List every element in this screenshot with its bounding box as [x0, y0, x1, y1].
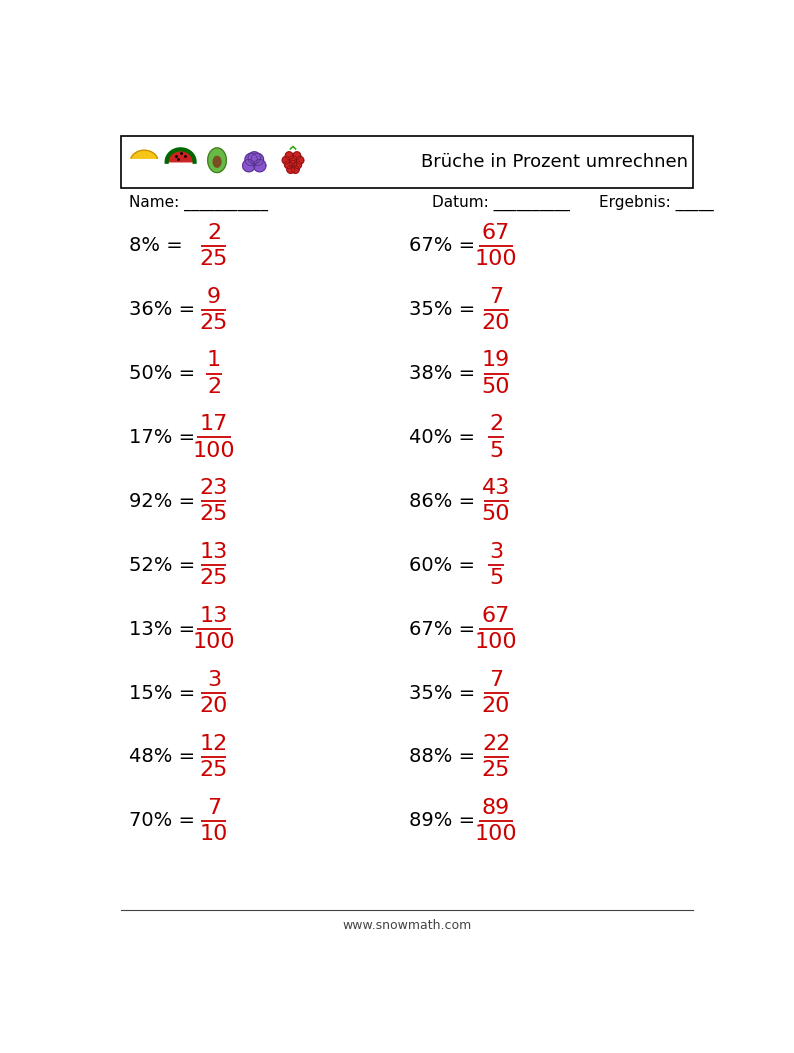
Text: 9: 9 — [207, 286, 221, 306]
Text: 67: 67 — [482, 222, 511, 242]
Text: 38% =: 38% = — [409, 364, 476, 383]
Text: 23: 23 — [200, 478, 228, 498]
Text: 20: 20 — [482, 313, 511, 333]
Text: 60% =: 60% = — [409, 556, 476, 575]
Text: 7: 7 — [489, 670, 503, 690]
Text: 22: 22 — [482, 734, 511, 754]
Text: 25: 25 — [482, 760, 511, 780]
Text: 5: 5 — [489, 440, 503, 460]
Text: 35% =: 35% = — [409, 683, 476, 702]
Text: Name: ___________: Name: ___________ — [129, 195, 268, 212]
Polygon shape — [167, 150, 195, 162]
Text: 43: 43 — [482, 478, 511, 498]
Text: 2: 2 — [207, 222, 221, 242]
Text: 92% =: 92% = — [129, 492, 195, 511]
Polygon shape — [208, 147, 226, 173]
Polygon shape — [248, 152, 260, 164]
Text: 36% =: 36% = — [129, 300, 195, 319]
Text: 50: 50 — [482, 377, 511, 397]
Text: 40% =: 40% = — [409, 428, 476, 446]
Text: 7: 7 — [489, 286, 503, 306]
Polygon shape — [251, 154, 264, 165]
Text: 67% =: 67% = — [409, 236, 476, 255]
Text: 2: 2 — [489, 415, 503, 434]
Text: Brüche in Prozent umrechnen: Brüche in Prozent umrechnen — [422, 153, 688, 171]
Text: 15% =: 15% = — [129, 683, 195, 702]
Text: 52% =: 52% = — [129, 556, 195, 575]
Polygon shape — [213, 157, 221, 167]
Polygon shape — [253, 159, 266, 172]
Text: 20: 20 — [482, 696, 511, 716]
Text: www.snowmath.com: www.snowmath.com — [342, 919, 472, 932]
Text: 3: 3 — [489, 542, 503, 562]
Text: 86% =: 86% = — [409, 492, 476, 511]
Text: 25: 25 — [200, 249, 228, 269]
Text: 25: 25 — [200, 504, 228, 524]
Polygon shape — [291, 165, 299, 174]
Polygon shape — [296, 157, 304, 164]
Polygon shape — [289, 160, 297, 167]
Text: 100: 100 — [475, 824, 518, 845]
Text: Datum: __________: Datum: __________ — [433, 195, 570, 212]
Text: 25: 25 — [200, 313, 228, 333]
Text: 67% =: 67% = — [409, 619, 476, 639]
Text: 1: 1 — [207, 351, 221, 371]
Polygon shape — [131, 151, 157, 158]
Text: 25: 25 — [200, 760, 228, 780]
Polygon shape — [289, 156, 297, 163]
Text: 12: 12 — [200, 734, 228, 754]
Text: 3: 3 — [207, 670, 221, 690]
Text: 50: 50 — [482, 504, 511, 524]
Text: 100: 100 — [475, 632, 518, 652]
Polygon shape — [245, 154, 257, 165]
Text: 20: 20 — [200, 696, 228, 716]
Text: 13: 13 — [200, 542, 228, 562]
Text: 13: 13 — [200, 607, 228, 627]
Text: 19: 19 — [482, 351, 511, 371]
Text: 10: 10 — [200, 824, 228, 845]
Bar — [121, 136, 693, 187]
Text: 48% =: 48% = — [129, 748, 195, 767]
Text: 88% =: 88% = — [409, 748, 476, 767]
Text: 67: 67 — [482, 607, 511, 627]
Text: 8% =: 8% = — [129, 236, 183, 255]
Polygon shape — [294, 161, 302, 168]
Text: 100: 100 — [475, 249, 518, 269]
Text: 13% =: 13% = — [129, 619, 195, 639]
Polygon shape — [243, 159, 255, 172]
Text: Ergebnis: _____: Ergebnis: _____ — [599, 195, 714, 212]
Polygon shape — [287, 165, 295, 174]
Text: 17: 17 — [200, 415, 228, 434]
Text: 25: 25 — [200, 569, 228, 589]
Text: 5: 5 — [489, 569, 503, 589]
Polygon shape — [284, 161, 292, 168]
Text: 89% =: 89% = — [409, 812, 476, 831]
Text: 17% =: 17% = — [129, 428, 195, 446]
Text: 100: 100 — [193, 632, 235, 652]
Text: 100: 100 — [193, 440, 235, 460]
Text: 7: 7 — [207, 798, 221, 818]
Text: 70% =: 70% = — [129, 812, 195, 831]
Polygon shape — [293, 152, 301, 159]
Text: 35% =: 35% = — [409, 300, 476, 319]
Text: 2: 2 — [207, 377, 221, 397]
Polygon shape — [285, 152, 293, 159]
Polygon shape — [282, 157, 290, 164]
Polygon shape — [290, 146, 296, 150]
Text: 89: 89 — [482, 798, 511, 818]
Text: 50% =: 50% = — [129, 364, 195, 383]
